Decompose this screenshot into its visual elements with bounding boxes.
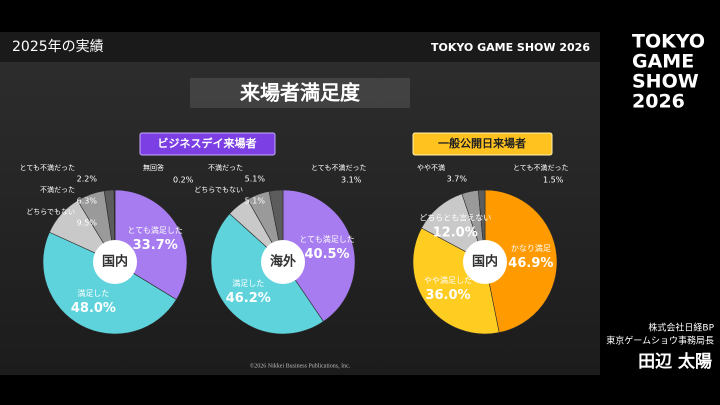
pie-center-label: 海外 <box>270 254 296 270</box>
data-label: 40.5% <box>304 247 349 262</box>
slice-name: とても満足した <box>128 226 183 235</box>
slide-title: 来場者満足度 <box>239 81 361 105</box>
data-label: 3.7% <box>447 175 468 184</box>
data-label: 46.9% <box>508 256 553 271</box>
slice-name: 満足した <box>77 289 109 298</box>
pie-center-label: 国内 <box>102 254 128 270</box>
header-logo: TOKYO GAME SHOW 2026 <box>431 41 590 54</box>
slice-name: 無回答 <box>143 163 164 172</box>
data-label: 2.2% <box>77 175 98 184</box>
slice-name: どちらでもない <box>194 186 243 194</box>
slice-name: 不満だった <box>208 164 243 172</box>
slice-name: かなり満足 <box>511 244 551 253</box>
pie-slice <box>113 189 116 263</box>
slice-name: とても不満だった <box>20 164 75 172</box>
pie-slice <box>484 189 558 333</box>
slice-name: やや不満 <box>417 164 445 172</box>
data-label: 9.5% <box>77 219 98 228</box>
copyright: ©2026 Nikkei Business Publications, Inc. <box>250 362 351 369</box>
side-logo: TOKYO <box>632 31 705 53</box>
slice-name: とても満足した <box>299 235 354 244</box>
speaker-company: 株式会社日経BP <box>648 322 714 334</box>
data-label: 36.0% <box>425 288 470 303</box>
section-badge <box>412 132 553 156</box>
data-label: 6.3% <box>77 197 98 206</box>
header-title: 2025年の実績 <box>12 39 104 55</box>
slice-name: どちらでもない <box>26 208 75 216</box>
pie-center <box>261 240 305 284</box>
pie-slice <box>282 189 356 322</box>
speaker-role: 東京ゲームショウ事務局長 <box>606 335 714 347</box>
data-label: 3.1% <box>341 176 362 185</box>
header-bar <box>0 32 600 62</box>
data-label: 0.2% <box>173 176 194 185</box>
title-glow <box>190 78 410 108</box>
slice-name: 満足した <box>232 279 264 288</box>
pie-center <box>463 240 507 284</box>
slice-name: 不満だった <box>40 186 75 194</box>
speaker-name: 田辺 太陽 <box>638 351 712 372</box>
section-label: 一般公開日来場者 <box>438 136 526 150</box>
slice-name: やや満足した <box>424 276 472 285</box>
pie-center-label: 国内 <box>472 254 498 270</box>
section-label: ビジネスデイ来場者 <box>158 136 257 150</box>
data-label: 48.0% <box>71 301 116 316</box>
pie-slice <box>412 227 500 335</box>
data-label: 46.2% <box>226 291 271 306</box>
section-badge <box>139 132 276 156</box>
side-logo: SHOW <box>632 71 699 93</box>
data-label: 5.1% <box>245 197 266 206</box>
side-logo: 2026 <box>632 91 685 113</box>
slice-name: とても不満だった <box>311 164 366 172</box>
data-label: 33.7% <box>133 238 178 253</box>
data-label: 5.1% <box>245 175 266 184</box>
side-logo: GAME <box>632 51 694 73</box>
slice-name: どちらとも言えない <box>419 212 491 222</box>
data-label: 1.5% <box>543 176 564 185</box>
data-label: 12.0% <box>433 225 478 240</box>
slice-name: とても不満だった <box>513 164 568 172</box>
charts: 国内とても満足した33.7%満足した48.0%どちらでもない9.5%不満だった6… <box>20 163 568 335</box>
pie-center <box>93 240 137 284</box>
